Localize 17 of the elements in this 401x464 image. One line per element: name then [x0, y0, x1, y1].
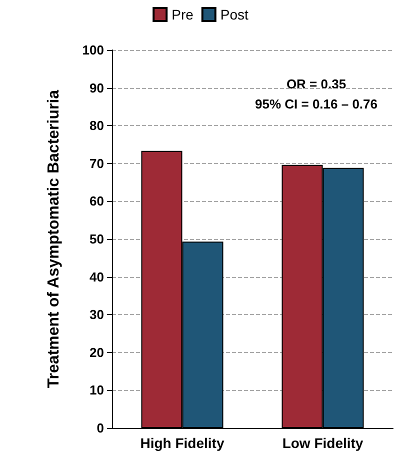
- y-tick-label: 20: [90, 344, 104, 360]
- x-tick-label: High Fidelity: [140, 435, 224, 451]
- y-tick-label: 40: [90, 269, 104, 284]
- y-tick-label: 90: [90, 80, 104, 96]
- legend-label: Post: [220, 6, 249, 22]
- y-tick-label: 10: [90, 382, 104, 398]
- y-tick-label: 60: [90, 194, 104, 209]
- y-tick-label: 0: [96, 420, 104, 436]
- annotation: 95% CI = 0.16 – 0.76: [254, 96, 378, 112]
- x-tick-label: Low Fidelity: [282, 435, 364, 451]
- y-tick-label: 80: [90, 118, 104, 134]
- y-tick-label: 70: [90, 156, 104, 171]
- y-axis-title: Treatment of Asymptomatic Bacteriuria: [46, 90, 62, 388]
- legend-label: Pre: [172, 6, 194, 22]
- y-tick-label: 30: [90, 307, 104, 322]
- y-tick-label: 100: [82, 42, 104, 58]
- y-tick-label: 50: [90, 232, 104, 246]
